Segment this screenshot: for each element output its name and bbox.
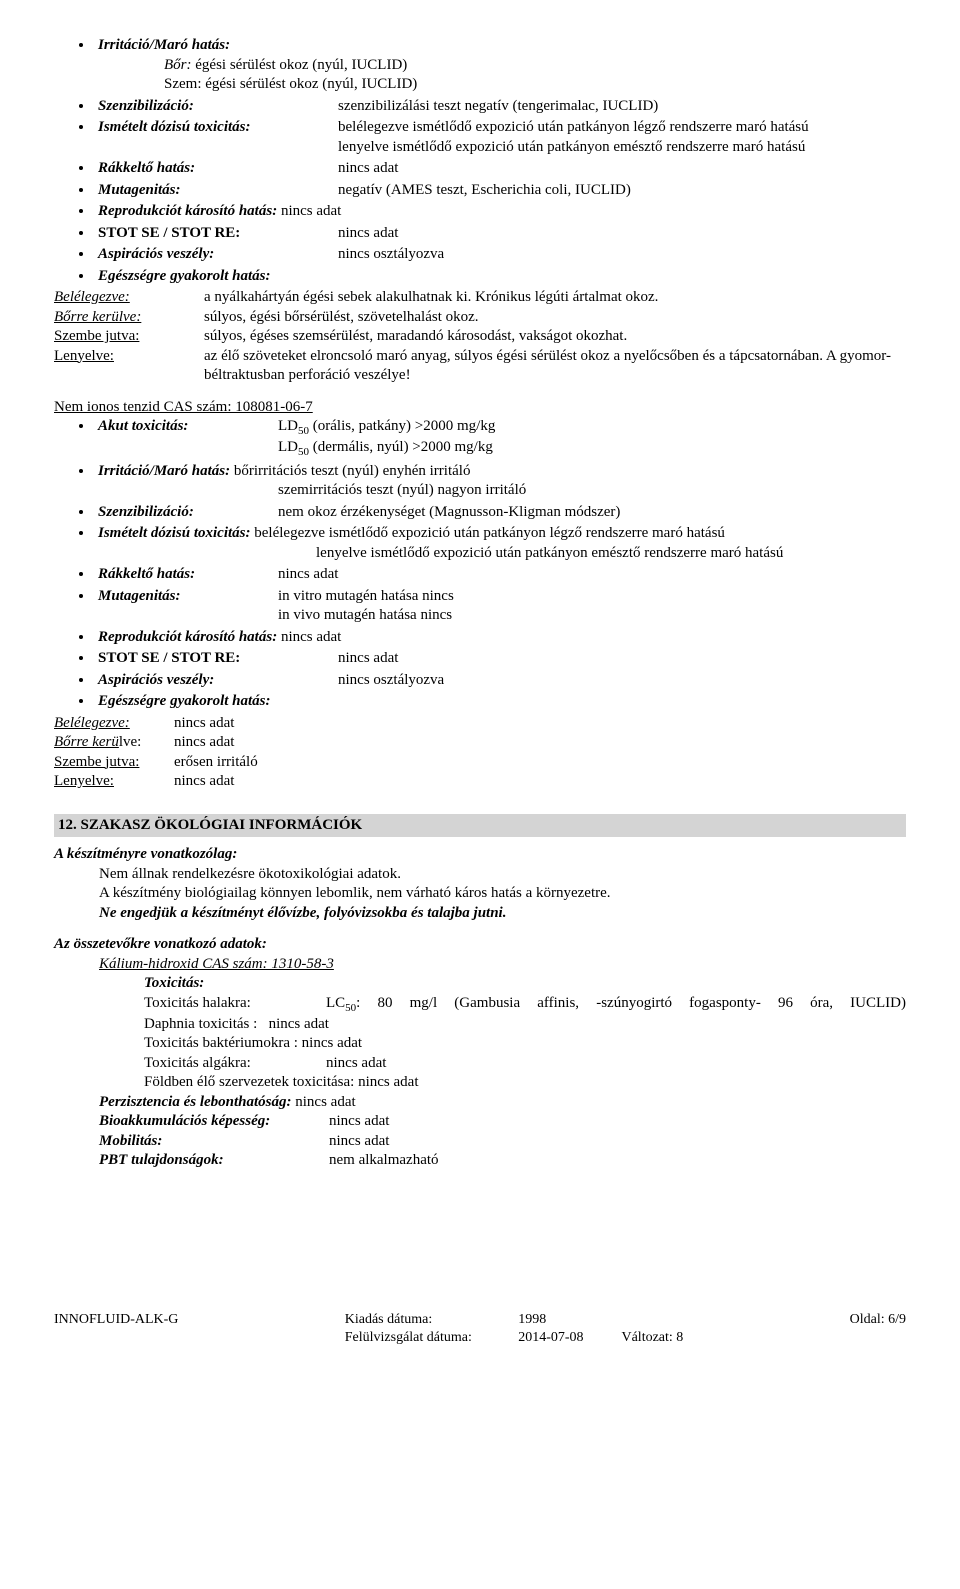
li-egeszseg: Egészségre gyakorolt hatás: — [94, 267, 906, 287]
effects-block-2: Belélegezve:nincs adat Bőrre kerülve:nin… — [54, 714, 906, 792]
li2-stot: STOT SE / STOT RE:nincs adat — [94, 649, 906, 669]
row-bor: Bőr: égési sérülést okoz (nyúl, IUCLID) — [98, 56, 906, 76]
tenzid-title: Nem ionos tenzid CAS szám: 108081-06-7 — [54, 398, 906, 418]
prep-label: A készítményre vonatkozólag: — [54, 845, 906, 865]
row-fold: Földben élő szervezetek toxicitása: ninc… — [54, 1073, 906, 1093]
li2-irritacio: Irritáció/Maró hatás: bőrirritációs tesz… — [94, 462, 906, 501]
row-alga: Toxicitás algákra:nincs adat — [54, 1054, 906, 1074]
li2-mutagen: Mutagenitás:in vitro mutagén hatása ninc… — [94, 587, 906, 626]
page-footer: INNOFLUID-ALK-G Kiadás dátuma: 1998 Felü… — [54, 1311, 906, 1347]
tox-list-2: Akut toxicitás: LD50 (orális, patkány) >… — [76, 417, 906, 712]
li-mutagen: Mutagenitás:negatív (AMES teszt, Escheri… — [94, 181, 906, 201]
ing-label: Az összetevőkre vonatkozó adatok: — [54, 935, 906, 955]
li2-egeszseg: Egészségre gyakorolt hatás: — [94, 692, 906, 712]
row-szem: Szem: égési sérülést okoz (nyúl, IUCLID) — [98, 75, 906, 95]
row-pbt: PBT tulajdonságok:nem alkalmazható — [54, 1151, 906, 1171]
li-stot: STOT SE / STOT RE:nincs adat — [94, 224, 906, 244]
li2-rakkelto: Rákkeltő hatás:nincs adat — [94, 565, 906, 585]
tox-label: Toxicitás: — [54, 974, 906, 994]
kalium-title: Kálium-hidroxid CAS szám: 1310-58-3 — [54, 955, 906, 975]
row-bakt: Toxicitás baktériumokra : nincs adat — [54, 1034, 906, 1054]
li-irritacio: Irritáció/Maró hatás: Bőr: égési sérülés… — [94, 36, 906, 95]
li-ismetelt: Ismételt dózisú toxicitás:belélegezve is… — [94, 118, 906, 157]
li2-akut: Akut toxicitás: LD50 (orális, patkány) >… — [94, 417, 906, 460]
row-bioakk: Bioakkumulációs képesség:nincs adat — [54, 1112, 906, 1132]
tox-list-1: Irritáció/Maró hatás: Bőr: égési sérülés… — [76, 36, 906, 286]
row-halakra: Toxicitás halakra: LC50: 80 mg/l (Gambus… — [54, 994, 906, 1015]
label-irritacio: Irritáció/Maró hatás: — [98, 37, 230, 53]
row-daphnia: Daphnia toxicitás : nincs adat — [54, 1015, 906, 1035]
li2-reprod: Reprodukciót károsító hatás: nincs adat — [94, 628, 906, 648]
prep-line3: Ne engedjük a készítményt élővízbe, foly… — [54, 904, 906, 924]
row-perz: Perzisztencia és lebonthatóság: nincs ad… — [54, 1093, 906, 1113]
footer-right: Oldal: 6/9 — [850, 1311, 906, 1347]
row-mobil: Mobilitás:nincs adat — [54, 1132, 906, 1152]
prep-line1: Nem állnak rendelkezésre ökotoxikológiai… — [54, 865, 906, 885]
li2-aspir: Aspirációs veszély:nincs osztályozva — [94, 671, 906, 691]
section-12-heading: 12. SZAKASZ ÖKOLÓGIAI INFORMÁCIÓK — [54, 814, 906, 838]
li-aspir: Aspirációs veszély:nincs osztályozva — [94, 245, 906, 265]
li2-szenz: Szenzibilizáció:nem okoz érzékenységet (… — [94, 503, 906, 523]
li-reprod: Reprodukciót károsító hatás: nincs adat — [94, 202, 906, 222]
prep-line2: A készítmény biológiailag könnyen leboml… — [54, 884, 906, 904]
effects-block-1: Belélegezve:a nyálkahártyán égési sebek … — [54, 288, 906, 386]
li-rakkelto: Rákkeltő hatás:nincs adat — [94, 159, 906, 179]
li-szenz: Szenzibilizáció:szenzibilizálási teszt n… — [94, 97, 906, 117]
footer-left: INNOFLUID-ALK-G — [54, 1311, 178, 1347]
footer-center: Kiadás dátuma: 1998 Felülvizsgálat dátum… — [345, 1311, 684, 1347]
li2-ismetelt: Ismételt dózisú toxicitás: belélegezve i… — [94, 524, 906, 563]
